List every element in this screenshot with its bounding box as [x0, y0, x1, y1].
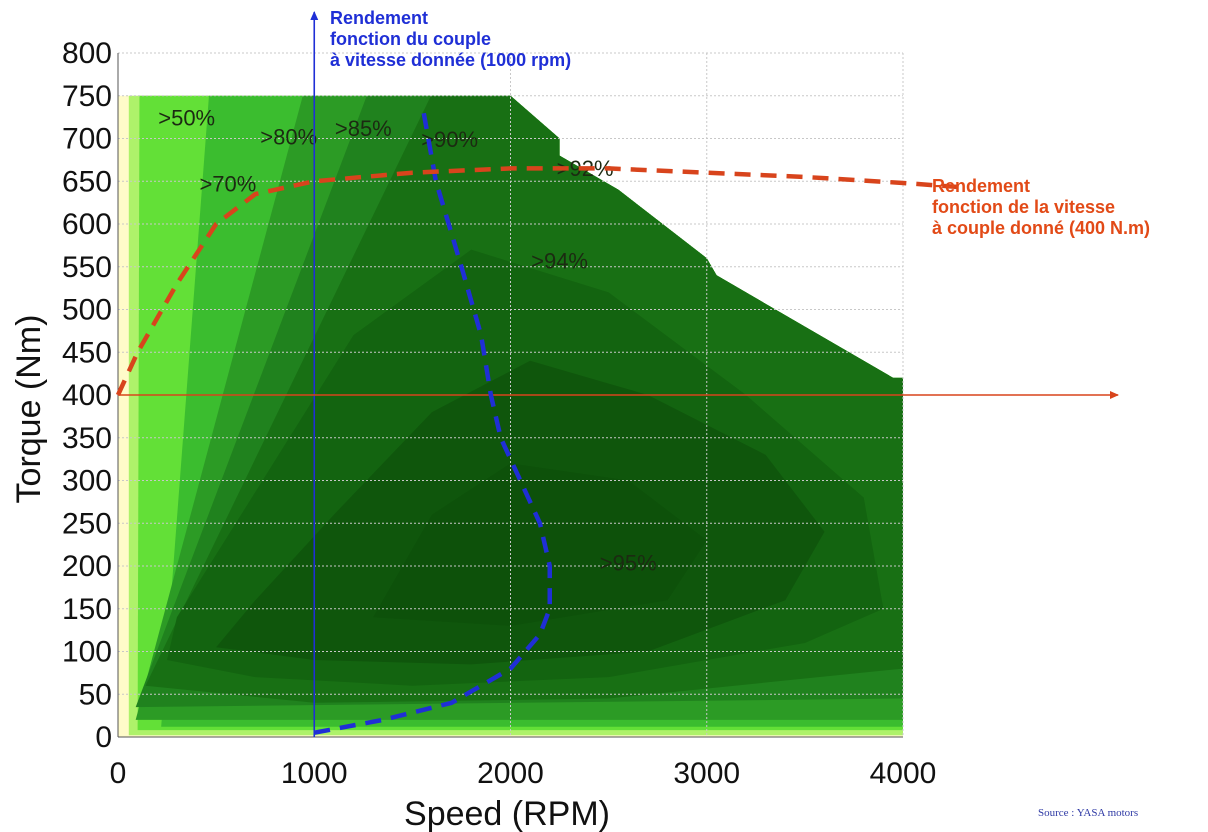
band-96	[373, 463, 707, 626]
annotation-orange-line-3: à couple donné (400 N.m)	[932, 218, 1151, 238]
annotation-blue: Rendement fonction du couple à vitesse d…	[330, 8, 571, 71]
x-tick-label: 0	[110, 757, 127, 790]
x-tick-label: 2000	[477, 757, 544, 790]
x-axis-title: Speed (RPM)	[404, 795, 610, 832]
y-tick-label: 250	[62, 507, 112, 540]
y-tick-label: 500	[62, 294, 112, 327]
x-tick-label: 3000	[673, 757, 740, 790]
contour-labels: >50%>80% >85% >90%>70%>92%>94%>95%	[158, 106, 656, 576]
y-tick-label: 400	[62, 379, 112, 412]
y-tick-label: 150	[62, 593, 112, 626]
y-tick-label: 750	[62, 80, 112, 113]
y-tick-label: 200	[62, 550, 112, 583]
contour-label: >50%	[158, 106, 215, 131]
x-tick-label: 4000	[870, 757, 937, 790]
series-curve-speed-sweep	[115, 166, 963, 396]
y-tick-label: 600	[62, 208, 112, 241]
y-axis-title: Torque (Nm)	[10, 315, 48, 504]
y-tick-label: 300	[62, 465, 112, 498]
y-tick-label: 350	[62, 422, 112, 455]
annotation-blue-line-3: à vitesse donnée (1000 rpm)	[330, 50, 572, 70]
annotation-blue-line-1: Rendement	[330, 8, 429, 28]
guide-lines	[118, 11, 1119, 737]
series-curves	[115, 103, 963, 735]
annotation-orange-line-1: Rendement	[932, 176, 1031, 196]
y-tick-label: 550	[62, 251, 112, 284]
x-tick-label: 1000	[281, 757, 348, 790]
series-curve-torque-sweep	[313, 103, 552, 735]
source-credit: Source : YASA motors	[1038, 807, 1139, 819]
contour-label: >94%	[531, 248, 588, 273]
y-tick-label: 650	[62, 165, 112, 198]
annotation-orange: Rendement fonction de la vitesse à coupl…	[932, 176, 1150, 239]
y-tick-label: 100	[62, 636, 112, 669]
y-tick-label: 0	[95, 721, 112, 754]
y-tick-label: 700	[62, 123, 112, 156]
y-tick-label: 50	[79, 678, 112, 711]
annotation-orange-line-2: fonction de la vitesse	[932, 197, 1116, 217]
y-tick-label: 450	[62, 336, 112, 369]
axes: 0 50 100 150 200 250 300 350 400 450 500 550 600 650 7…	[62, 37, 936, 790]
contour-label: >80%	[260, 124, 317, 149]
annotation-blue-line-2: fonction du couple	[330, 29, 491, 49]
y-tick-label: 800	[62, 37, 112, 70]
contour-label: >70%	[199, 172, 256, 197]
contour-label: >95%	[600, 550, 657, 575]
contour-label: >85%	[335, 116, 392, 141]
